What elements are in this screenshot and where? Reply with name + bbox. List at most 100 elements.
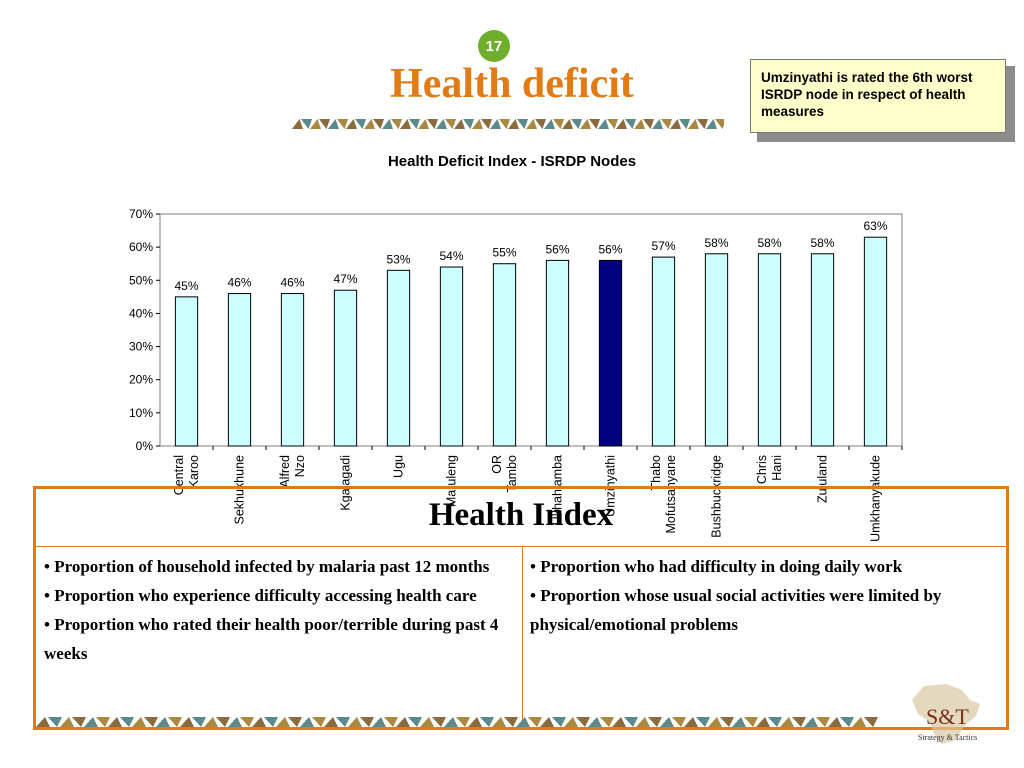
list-item: • Proportion who rated their health poor… xyxy=(44,615,499,663)
border-triangle xyxy=(706,119,717,129)
border-triangle xyxy=(607,119,618,129)
border-triangle xyxy=(373,119,384,129)
border-triangle xyxy=(364,119,375,129)
border-triangle xyxy=(240,717,254,727)
border-triangle xyxy=(348,717,362,727)
y-tick-label: 30% xyxy=(129,340,153,354)
border-triangle xyxy=(252,717,266,727)
slide-number-badge: 17 xyxy=(478,30,510,62)
border-triangle xyxy=(490,119,501,129)
border-triangle xyxy=(444,717,458,727)
border-triangle xyxy=(625,119,636,129)
border-triangle xyxy=(36,717,50,727)
x-tick-label: Karoo xyxy=(187,455,201,488)
border-triangle xyxy=(328,119,339,129)
list-item: • Proportion of household infected by ma… xyxy=(44,557,490,576)
border-triangle xyxy=(60,717,74,727)
border-triangle xyxy=(708,717,722,727)
border-triangle xyxy=(120,717,134,727)
border-triangle xyxy=(300,717,314,727)
border-triangle xyxy=(661,119,672,129)
data-label: 47% xyxy=(333,272,357,286)
border-triangle xyxy=(391,119,402,129)
border-triangle xyxy=(168,717,182,727)
data-label: 54% xyxy=(439,249,463,263)
border-triangle xyxy=(715,119,724,129)
border-triangle xyxy=(360,717,374,727)
border-triangle xyxy=(643,119,654,129)
bar xyxy=(492,263,517,447)
logo-subtitle: Strategy & Tactics xyxy=(918,733,977,742)
x-tick-label: Bushbuckridge xyxy=(710,455,724,538)
bar xyxy=(651,256,676,447)
border-triangle xyxy=(408,717,422,727)
border-triangle xyxy=(301,119,312,129)
border-triangle xyxy=(192,717,206,727)
border-triangle xyxy=(492,717,506,727)
border-triangle xyxy=(540,717,554,727)
health-index-title: Health Index xyxy=(428,497,614,533)
border-triangle xyxy=(372,717,386,727)
border-triangle xyxy=(588,717,602,727)
y-tick-label: 60% xyxy=(129,240,153,254)
data-label: 53% xyxy=(386,252,410,266)
x-tick-label: Sekhukhune xyxy=(233,455,247,525)
border-triangle xyxy=(720,717,734,727)
data-label: 58% xyxy=(810,236,834,250)
border-triangle xyxy=(552,717,566,727)
border-triangle xyxy=(336,717,350,727)
x-tick-label: Central xyxy=(172,455,186,495)
border-triangle xyxy=(96,717,110,727)
border-triangle xyxy=(84,717,98,727)
bottom-decorative-border xyxy=(36,717,878,727)
border-triangle xyxy=(562,119,573,129)
chart-title: Health Deficit Index - ISRDP Nodes xyxy=(388,153,636,170)
bar xyxy=(227,293,252,447)
list-item: • Proportion who experience difficulty a… xyxy=(44,586,477,605)
data-label: 58% xyxy=(704,236,728,250)
border-triangle xyxy=(288,717,302,727)
border-triangle xyxy=(463,119,474,129)
bar xyxy=(280,293,305,447)
border-triangle xyxy=(634,119,645,129)
border-triangle xyxy=(564,717,578,727)
x-tick-label: Alfred xyxy=(278,455,292,488)
border-triangle xyxy=(456,717,470,727)
border-triangle xyxy=(660,717,674,727)
y-tick-label: 50% xyxy=(129,273,153,287)
border-triangle xyxy=(864,717,878,727)
border-triangle xyxy=(756,717,770,727)
border-triangle xyxy=(535,119,546,129)
y-tick-label: 10% xyxy=(129,406,153,420)
border-triangle xyxy=(544,119,555,129)
bar xyxy=(704,253,729,447)
border-triangle xyxy=(481,119,492,129)
border-triangle xyxy=(828,717,842,727)
border-triangle xyxy=(180,717,194,727)
border-triangle xyxy=(600,717,614,727)
border-triangle xyxy=(132,717,146,727)
bar xyxy=(439,266,464,447)
border-triangle xyxy=(216,717,230,727)
border-triangle xyxy=(346,119,357,129)
border-triangle xyxy=(636,717,650,727)
border-triangle xyxy=(292,119,303,129)
data-label: 57% xyxy=(651,239,675,253)
border-triangle xyxy=(72,717,86,727)
health-index-right-column: • Proportion who had difficulty in doing… xyxy=(530,552,1000,639)
border-triangle xyxy=(228,717,242,727)
list-item: • Proportion who had difficulty in doing… xyxy=(530,557,903,576)
x-tick-label: Hani xyxy=(770,455,784,481)
border-triangle xyxy=(355,119,366,129)
plot-area xyxy=(159,213,903,447)
y-tick-label: 40% xyxy=(129,306,153,320)
x-tick-label: OR xyxy=(490,455,504,474)
border-triangle xyxy=(48,717,62,727)
border-triangle xyxy=(445,119,456,129)
border-triangle xyxy=(144,717,158,727)
x-tick-label: Chris xyxy=(755,455,769,484)
health-index-box: Health Index • Proportion of household i… xyxy=(33,486,1009,730)
border-triangle xyxy=(580,119,591,129)
title-decorative-border xyxy=(292,119,724,129)
border-triangle xyxy=(732,717,746,727)
